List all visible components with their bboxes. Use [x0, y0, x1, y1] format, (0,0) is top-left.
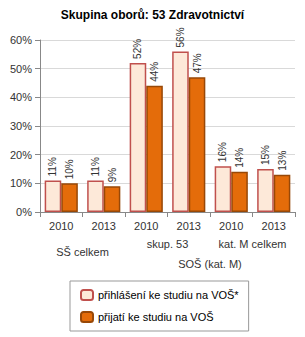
svg-text:kat. M celkem: kat. M celkem: [219, 238, 287, 250]
svg-text:SOŠ (kat. M): SOŠ (kat. M): [178, 258, 242, 270]
svg-text:přihlášení ke studiu na VOŠ*: přihlášení ke studiu na VOŠ*: [98, 289, 239, 301]
svg-text:13%: 13%: [277, 151, 288, 171]
svg-text:2013: 2013: [177, 220, 201, 232]
svg-text:9%: 9%: [107, 168, 118, 183]
svg-text:0%: 0%: [16, 206, 32, 218]
svg-text:skup. 53: skup. 53: [147, 238, 189, 250]
svg-text:16%: 16%: [217, 142, 228, 162]
svg-text:56%: 56%: [175, 27, 186, 47]
svg-text:11%: 11%: [90, 157, 101, 176]
svg-text:15%: 15%: [260, 145, 271, 165]
svg-text:2010: 2010: [219, 220, 243, 232]
svg-text:2010: 2010: [49, 220, 73, 232]
svg-text:60%: 60%: [10, 34, 32, 46]
svg-text:40%: 40%: [10, 91, 32, 103]
svg-text:30%: 30%: [10, 120, 32, 132]
svg-text:52%: 52%: [132, 39, 143, 59]
svg-text:10%: 10%: [64, 159, 75, 179]
svg-text:2010: 2010: [134, 220, 158, 232]
svg-text:47%: 47%: [192, 53, 203, 73]
svg-text:14%: 14%: [234, 148, 245, 168]
svg-text:2013: 2013: [262, 220, 286, 232]
svg-text:2013: 2013: [92, 220, 116, 232]
svg-text:11%: 11%: [47, 157, 58, 176]
svg-text:Skupina oborů: 53 Zdravotnictv: Skupina oborů: 53 Zdravotnictví: [61, 8, 245, 22]
svg-text:44%: 44%: [149, 62, 160, 82]
svg-text:SŠ celkem: SŠ celkem: [56, 246, 109, 258]
svg-text:přijatí ke studiu na VOŠ: přijatí ke studiu na VOŠ: [98, 311, 214, 323]
svg-text:20%: 20%: [10, 149, 32, 161]
svg-text:50%: 50%: [10, 63, 32, 75]
svg-text:10%: 10%: [10, 177, 32, 189]
